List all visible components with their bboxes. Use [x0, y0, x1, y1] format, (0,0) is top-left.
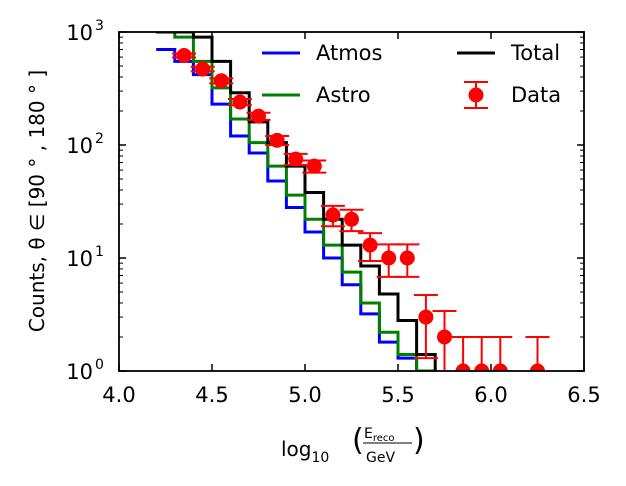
- y-tick-label: 10: [66, 134, 93, 158]
- legend-item-data: Data: [464, 81, 561, 109]
- plot-frame: [118, 31, 585, 372]
- y-tick-exponent: 1: [95, 244, 104, 260]
- y-tick-label: 10: [66, 21, 93, 45]
- legend-label: Atmos: [316, 41, 382, 65]
- x-label-frac-den: GeV: [366, 450, 395, 466]
- data-point: [283, 151, 308, 167]
- x-axis-label-fraction: ( Ereco GeV ): [352, 423, 425, 466]
- x-tick-label: 4.5: [195, 383, 228, 407]
- x-tick-label: 6.0: [474, 383, 507, 407]
- data-point: [413, 294, 438, 360]
- data-marker: [362, 237, 378, 253]
- y-tick-label: 10: [66, 360, 93, 384]
- data-marker: [195, 61, 211, 77]
- x-tick-label: 5.0: [288, 383, 321, 407]
- legend-item-total: Total: [457, 41, 560, 65]
- data-point: [525, 335, 550, 371]
- data-marker: [306, 158, 322, 174]
- x-tick-label: 4.0: [102, 383, 135, 407]
- data-marker: [176, 47, 192, 63]
- data-point: [339, 208, 364, 233]
- data-marker: [232, 94, 248, 110]
- data-point: [488, 335, 513, 371]
- x-label-paren-left: (: [352, 423, 364, 458]
- data-marker: [399, 250, 415, 266]
- data-marker: [492, 363, 508, 371]
- y-axis-label: Counts, θ ∈ [90 ° , 180 ° ]: [25, 70, 49, 332]
- x-label-paren-right: ): [413, 423, 425, 458]
- data-point: [265, 132, 290, 148]
- data-marker: [251, 108, 266, 124]
- data-point: [172, 47, 197, 63]
- series-total-step: [156, 32, 437, 371]
- y-tick-exponent: 2: [95, 131, 104, 147]
- plot-area: [156, 32, 550, 371]
- data-point: [190, 61, 215, 77]
- data-marker: [474, 363, 490, 371]
- data-point: [227, 94, 252, 110]
- data-marker: [325, 207, 341, 223]
- legend-label: Total: [510, 41, 560, 65]
- data-marker: [344, 211, 359, 227]
- legend-item-astro: Astro: [262, 83, 371, 107]
- data-marker: [530, 363, 545, 371]
- data-point: [320, 204, 345, 228]
- y-tick-label: 10: [66, 247, 93, 271]
- x-tick-label: 5.5: [381, 383, 414, 407]
- x-tick-label: 6.5: [567, 383, 600, 407]
- y-tick-exponent: 3: [95, 18, 104, 34]
- legend-item-atmos: Atmos: [262, 41, 382, 65]
- data-marker: [213, 73, 229, 89]
- series-atmos-step: [156, 48, 437, 371]
- data-point: [432, 309, 457, 371]
- data-point: [358, 232, 383, 263]
- legend: Atmos Total Astro Data: [262, 41, 561, 109]
- data-point: [209, 73, 234, 89]
- data-marker: [418, 309, 434, 325]
- x-label-frac-num: Ereco: [364, 426, 395, 444]
- data-marker: [288, 151, 304, 167]
- data-point: [451, 335, 476, 371]
- legend-label: Astro: [316, 83, 371, 107]
- y-tick-exponent: 0: [95, 357, 104, 373]
- data-marker: [437, 329, 452, 345]
- data-point: [246, 108, 271, 124]
- data-marker: [381, 250, 397, 266]
- data-marker: [269, 132, 285, 148]
- x-axis-label: log10: [281, 437, 329, 466]
- data-point: [395, 243, 420, 278]
- legend-marker: [468, 87, 484, 103]
- data-marker: [455, 363, 471, 371]
- data-point: [302, 158, 327, 174]
- series-astro-step: [156, 32, 437, 371]
- legend-label: Data: [511, 83, 561, 107]
